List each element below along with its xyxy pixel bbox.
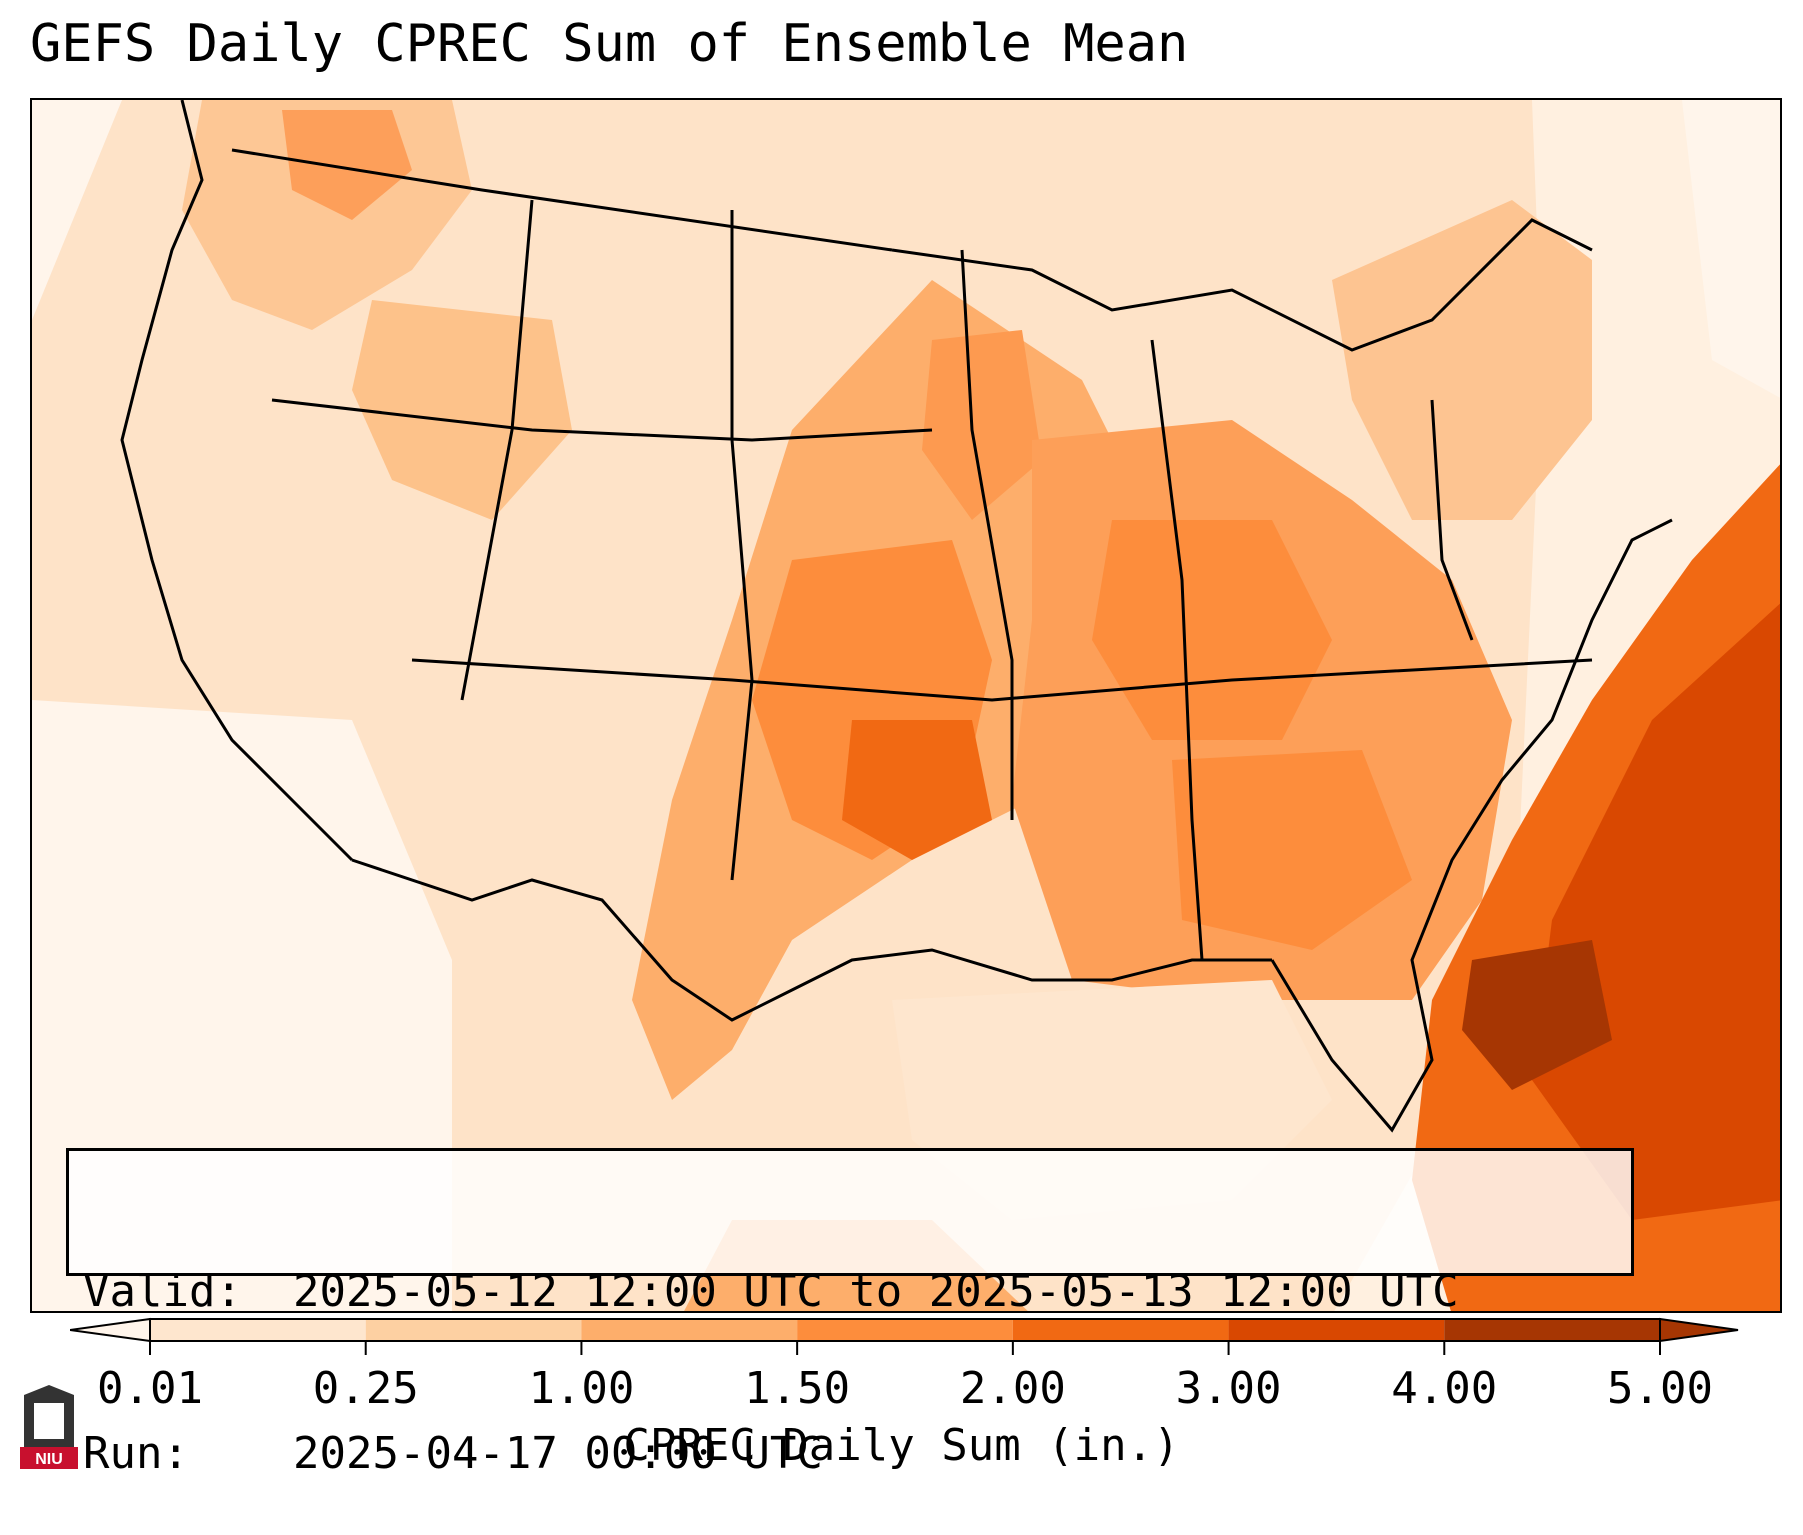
map-boundaries [120, 100, 1673, 1133]
east-coast [1270, 518, 1673, 1133]
colorbar-tick-label: 0.01 [97, 1363, 203, 1414]
colorbar-tick-label: 4.00 [1391, 1363, 1498, 1414]
logo-banner [20, 1447, 78, 1469]
colorbar-outline [149, 1318, 1661, 1342]
precip-map [30, 98, 1782, 1313]
precip-zone-minnesota [922, 330, 1042, 520]
state-line-6 [1150, 339, 1204, 961]
state-line-3 [460, 199, 534, 701]
west-coast [120, 100, 354, 862]
colorbar-tick-label: 1.00 [528, 1363, 635, 1414]
valid-run-box: Valid: 2025-05-12 12:00 UTC to 2025-05-13… [66, 1148, 1634, 1479]
precip-zone-southeast [1172, 750, 1412, 950]
colorbar-segment [150, 1319, 366, 1341]
state-line-7 [1430, 399, 1474, 641]
map-canvas [32, 100, 1780, 1311]
colorbar-segment [1444, 1319, 1660, 1341]
valid-value: 2025-05-12 12:00 UTC to 2025-05-13 12:00… [293, 1266, 1459, 1317]
colorbar-segment [1012, 1319, 1229, 1341]
logo-tower-window [34, 1403, 64, 1439]
colorbar-tick-labels: 0.01 0.25 1.00 1.50 2.00 3.00 4.00 5.00 [0, 1363, 1803, 1414]
colorbar-segment [1228, 1319, 1445, 1341]
precip-zone-atlantic-core [1532, 603, 1780, 1220]
colorbar-tick-label: 5.00 [1607, 1363, 1713, 1414]
logo-text: NIU [35, 1451, 63, 1468]
canada-border-west [231, 148, 893, 252]
state-line-2 [411, 658, 1593, 702]
canada-border-east [891, 218, 1593, 352]
colorbar-segment [581, 1319, 798, 1341]
colorbar-segment [365, 1319, 582, 1341]
precip-zone-north-atlantic [1682, 100, 1780, 398]
colorbar-extend-high [1659, 1317, 1739, 1343]
colorbar-label: CPREC Daily Sum (in.) [623, 1420, 1180, 1471]
precip-zone-nw-core [282, 110, 412, 220]
precip-zone-idaho [352, 300, 572, 520]
state-line-5 [960, 249, 1014, 820]
precip-zone-pacific [32, 100, 122, 320]
colorbar-extend-low [70, 1317, 151, 1343]
mexico-gulf-border [351, 858, 1272, 1022]
colorbar-tick-label: 1.50 [744, 1363, 851, 1414]
precip-zone-max [1462, 940, 1612, 1090]
colorbar-tick-label: 0.25 [312, 1363, 419, 1414]
colorbar-tick-label: 3.00 [1175, 1363, 1282, 1414]
colorbar-segment [797, 1319, 1013, 1341]
chart-title: GEFS Daily CPREC Sum of Ensemble Mean [30, 14, 1189, 74]
run-value: 2025-04-17 00:00 UTC [293, 1428, 823, 1479]
valid-label: Valid: [83, 1266, 242, 1317]
niu-logo: NIU [20, 1385, 78, 1469]
state-line-4 [730, 210, 754, 881]
precip-zone-ohio-valley [1092, 520, 1332, 740]
colorbar [70, 1317, 1739, 1355]
precip-zone-northeast [1332, 200, 1592, 520]
colorbar-tick-label: 2.00 [959, 1363, 1066, 1414]
precip-zone-oklahoma [842, 720, 992, 860]
state-line-1 [271, 398, 933, 442]
run-label: Run: [83, 1428, 189, 1479]
